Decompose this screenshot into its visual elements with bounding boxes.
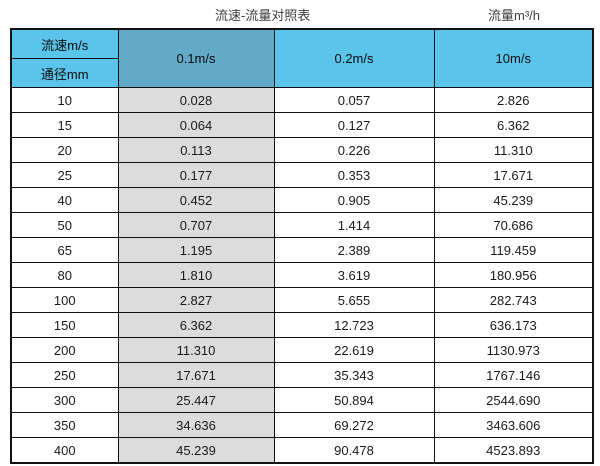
diameter-cell: 400	[10, 437, 119, 464]
diameter-cell: 25	[10, 162, 119, 188]
flow-value-cell: 45.239	[117, 437, 275, 464]
table-row: 250 17.671 35.343 1767.146	[10, 362, 594, 388]
diameter-cell: 40	[10, 187, 119, 213]
flow-value-cell: 69.272	[273, 412, 435, 438]
corner-label-diameter: 通径mm	[10, 58, 119, 88]
table-body: 10 0.028 0.057 2.826 15 0.064 0.127 6.362 20 0.11…	[10, 87, 594, 464]
flow-value-cell: 1767.146	[433, 362, 594, 388]
flow-value-cell: 636.173	[433, 312, 594, 338]
flow-value-cell: 0.028	[117, 87, 275, 113]
flow-value-cell: 0.707	[117, 212, 275, 238]
flow-value-cell: 0.113	[117, 137, 275, 163]
flow-value-cell: 6.362	[117, 312, 275, 338]
flow-value-cell: 282.743	[433, 287, 594, 313]
table-row: 200 11.310 22.619 1130.973	[10, 337, 594, 363]
flow-value-cell: 50.894	[273, 387, 435, 413]
flow-value-cell: 34.636	[117, 412, 275, 438]
table-row: 10 0.028 0.057 2.826	[10, 87, 594, 113]
table-row: 300 25.447 50.894 2544.690	[10, 387, 594, 413]
flow-value-cell: 17.671	[117, 362, 275, 388]
table-row: 25 0.177 0.353 17.671	[10, 162, 594, 188]
flow-value-cell: 2544.690	[433, 387, 594, 413]
flow-value-cell: 5.655	[273, 287, 435, 313]
flow-value-cell: 3463.606	[433, 412, 594, 438]
flow-value-cell: 1130.973	[433, 337, 594, 363]
flow-value-cell: 0.905	[273, 187, 435, 213]
flow-value-cell: 2.389	[273, 237, 435, 263]
flow-value-cell: 0.353	[273, 162, 435, 188]
table-row: 400 45.239 90.478 4523.893	[10, 437, 594, 464]
table-row: 20 0.113 0.226 11.310	[10, 137, 594, 163]
diameter-cell: 15	[10, 112, 119, 138]
table-header: 流速m/s 0.1m/s 0.2m/s 10m/s 通径mm	[10, 28, 594, 88]
flow-value-cell: 4523.893	[433, 437, 594, 464]
table-row: 50 0.707 1.414 70.686	[10, 212, 594, 238]
diameter-cell: 80	[10, 262, 119, 288]
flow-value-cell: 11.310	[433, 137, 594, 163]
flow-value-cell: 25.447	[117, 387, 275, 413]
flow-value-cell: 0.452	[117, 187, 275, 213]
diameter-cell: 20	[10, 137, 119, 163]
flow-velocity-table: 流速m/s 0.1m/s 0.2m/s 10m/s 通径mm 10 0.028 0.…	[10, 28, 594, 464]
flow-value-cell: 11.310	[117, 337, 275, 363]
table-row: 40 0.452 0.905 45.239	[10, 187, 594, 213]
flow-value-cell: 0.226	[273, 137, 435, 163]
diameter-cell: 300	[10, 387, 119, 413]
flow-value-cell: 70.686	[433, 212, 594, 238]
table-title: 流速-流量对照表	[215, 8, 311, 23]
flow-value-cell: 0.064	[117, 112, 275, 138]
flow-value-cell: 180.956	[433, 262, 594, 288]
flow-value-cell: 1.195	[117, 237, 275, 263]
flow-value-cell: 2.827	[117, 287, 275, 313]
flow-value-cell: 22.619	[273, 337, 435, 363]
flow-value-cell: 45.239	[433, 187, 594, 213]
corner-label-velocity: 流速m/s	[10, 28, 119, 59]
flow-value-cell: 2.826	[433, 87, 594, 113]
diameter-cell: 200	[10, 337, 119, 363]
table-row: 150 6.362 12.723 636.173	[10, 312, 594, 338]
flow-value-cell: 90.478	[273, 437, 435, 464]
table-row: 80 1.810 3.619 180.956	[10, 262, 594, 288]
flow-rate-unit-label: 流量m³/h	[488, 8, 541, 23]
flow-value-cell: 12.723	[273, 312, 435, 338]
flow-value-cell: 0.177	[117, 162, 275, 188]
flow-value-cell: 17.671	[433, 162, 594, 188]
flow-value-cell: 3.619	[273, 262, 435, 288]
diameter-cell: 150	[10, 312, 119, 338]
flow-value-cell: 1.414	[273, 212, 435, 238]
diameter-cell: 10	[10, 87, 119, 113]
diameter-cell: 65	[10, 237, 119, 263]
column-header-10ms: 10m/s	[433, 28, 594, 88]
header-row-top: 流速m/s 0.1m/s 0.2m/s 10m/s	[10, 28, 594, 88]
table-row: 100 2.827 5.655 282.743	[10, 287, 594, 313]
flow-value-cell: 6.362	[433, 112, 594, 138]
flow-value-cell: 119.459	[433, 237, 594, 263]
flow-value-cell: 1.810	[117, 262, 275, 288]
diameter-cell: 100	[10, 287, 119, 313]
diameter-cell: 250	[10, 362, 119, 388]
flow-value-cell: 35.343	[273, 362, 435, 388]
header-row-bottom: 通径mm	[10, 58, 593, 88]
column-header-0-2ms: 0.2m/s	[273, 28, 435, 88]
flow-value-cell: 0.057	[273, 87, 435, 113]
diameter-cell: 50	[10, 212, 119, 238]
diameter-cell: 350	[10, 412, 119, 438]
column-header-0-1ms: 0.1m/s	[117, 28, 275, 88]
table-row: 350 34.636 69.272 3463.606	[10, 412, 594, 438]
flow-value-cell: 0.127	[273, 112, 435, 138]
table-row: 65 1.195 2.389 119.459	[10, 237, 594, 263]
table-row: 15 0.064 0.127 6.362	[10, 112, 594, 138]
